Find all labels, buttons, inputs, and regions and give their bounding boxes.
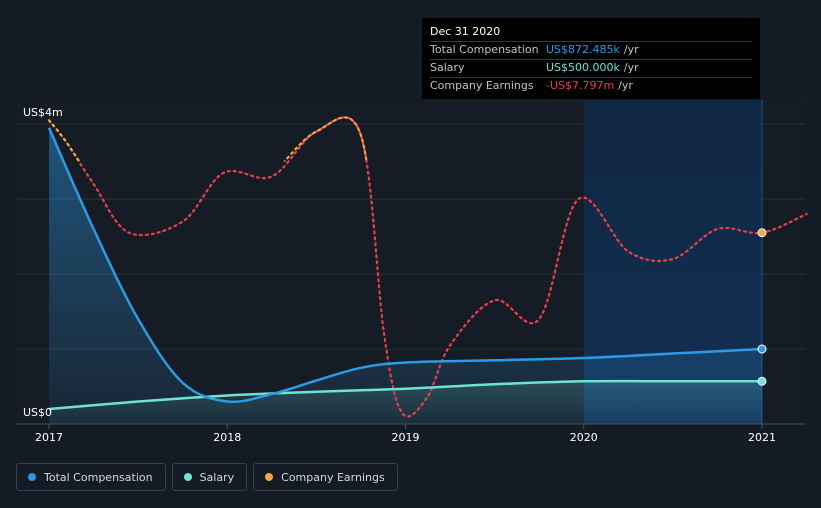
legend-label: Salary (199, 470, 235, 484)
tooltip-unit: /yr (623, 61, 639, 74)
x-tick-label: 2021 (748, 431, 776, 444)
axes: 2017 2018 2019 2020 2021 US$0 US$4m (17, 106, 805, 444)
salary-marker (757, 376, 767, 386)
tooltip-value: US$872.485k (546, 43, 620, 56)
x-tick-label: 2018 (213, 431, 241, 444)
salary-line (48, 379, 762, 411)
legend-dot-icon (265, 473, 274, 481)
tooltip-value: -US$7.797m (546, 79, 615, 92)
tooltip-label: Company Earnings (430, 79, 534, 92)
legend-label: Company Earnings (281, 470, 385, 484)
legend-dot-icon (183, 473, 192, 481)
series-areas (49, 127, 762, 425)
tooltip-unit: /yr (623, 43, 639, 56)
legend-dot-icon (28, 473, 36, 481)
salary-area (49, 381, 762, 424)
legend-item-salary[interactable]: Salary (171, 463, 248, 491)
company-earnings-marker (757, 228, 767, 238)
legend-item-total-compensation[interactable]: Total Compensation (16, 463, 166, 491)
legend-item-company-earnings[interactable]: Company Earnings (253, 463, 398, 491)
legend: Total Compensation Salary Company Earnin… (16, 463, 398, 491)
tooltip-row-salary: Salary US$500.000k /yr (430, 59, 752, 77)
series-lines (47, 116, 808, 418)
y-tick-label: US$0 (23, 406, 52, 419)
company-earnings-line-overflow (47, 119, 81, 162)
tooltip-row-company-earnings: Company Earnings -US$7.797m /yr (430, 77, 752, 95)
company-earnings-line (47, 116, 808, 418)
y-tick-label: US$4m (23, 106, 63, 119)
tooltip-label: Salary (430, 61, 465, 74)
series-markers (757, 228, 767, 386)
x-tick-label: 2020 (570, 431, 598, 444)
total-compensation-line (47, 127, 763, 404)
tooltip-label: Total Compensation (430, 43, 539, 56)
tooltip-row-total-compensation: Total Compensation US$872.485k /yr (430, 41, 752, 59)
total-compensation-marker (757, 344, 767, 354)
tooltip-value: US$500.000k (546, 61, 620, 74)
tooltip-unit: /yr (618, 79, 633, 92)
tooltip: Dec 31 2020 Total Compensation US$872.48… (422, 18, 760, 99)
x-tick-label: 2017 (35, 431, 63, 444)
tooltip-date: Dec 31 2020 (430, 25, 501, 38)
x-tick-label: 2019 (392, 431, 420, 444)
legend-label: Total Compensation (44, 470, 153, 484)
